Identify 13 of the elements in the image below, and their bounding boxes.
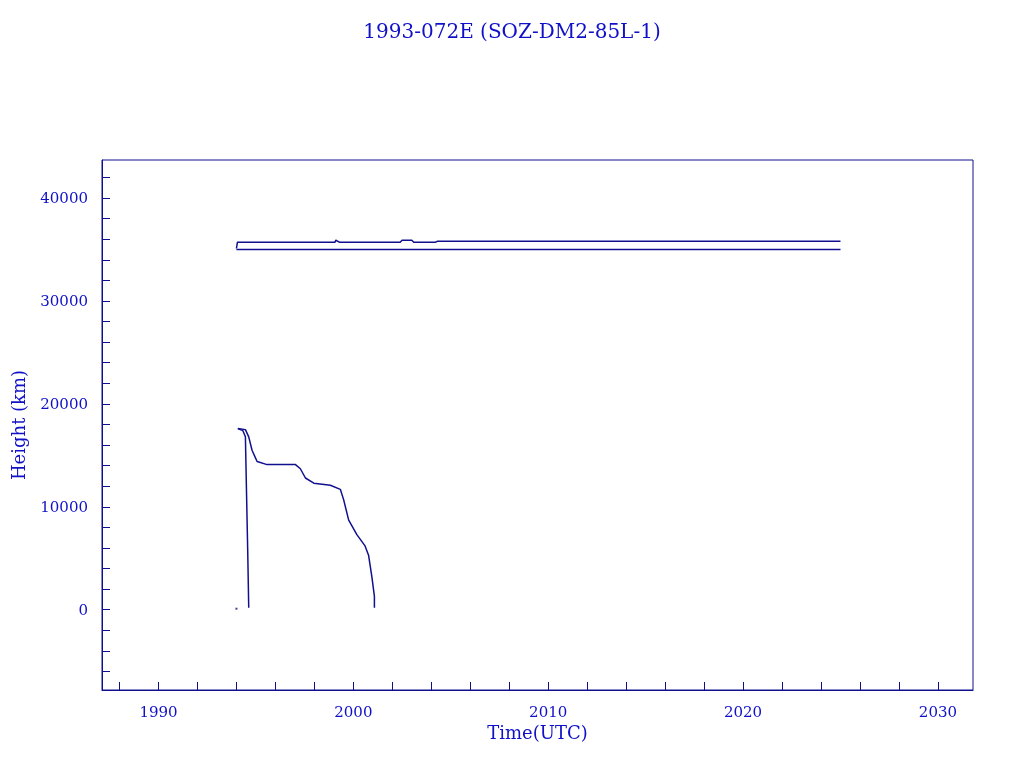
x-axis-title: Time(UTC)	[487, 722, 588, 744]
y-tick-label: 0	[78, 600, 88, 619]
x-tick-label: 2000	[334, 702, 373, 721]
x-tick-label: 2020	[723, 702, 763, 721]
x-tick-label: 2010	[529, 702, 568, 721]
x-tick-label: 1990	[139, 702, 178, 721]
x-tick-label: 2030	[918, 702, 958, 721]
y-tick-label: 10000	[40, 497, 88, 516]
y-axis-title: Height (km)	[7, 369, 29, 481]
y-tick-label: 30000	[40, 291, 88, 310]
y-tick-label: 20000	[40, 394, 88, 413]
y-tick-label: 40000	[40, 189, 88, 208]
chart-title: 1993-072E (SOZ-DM2-85L-1)	[363, 19, 661, 43]
